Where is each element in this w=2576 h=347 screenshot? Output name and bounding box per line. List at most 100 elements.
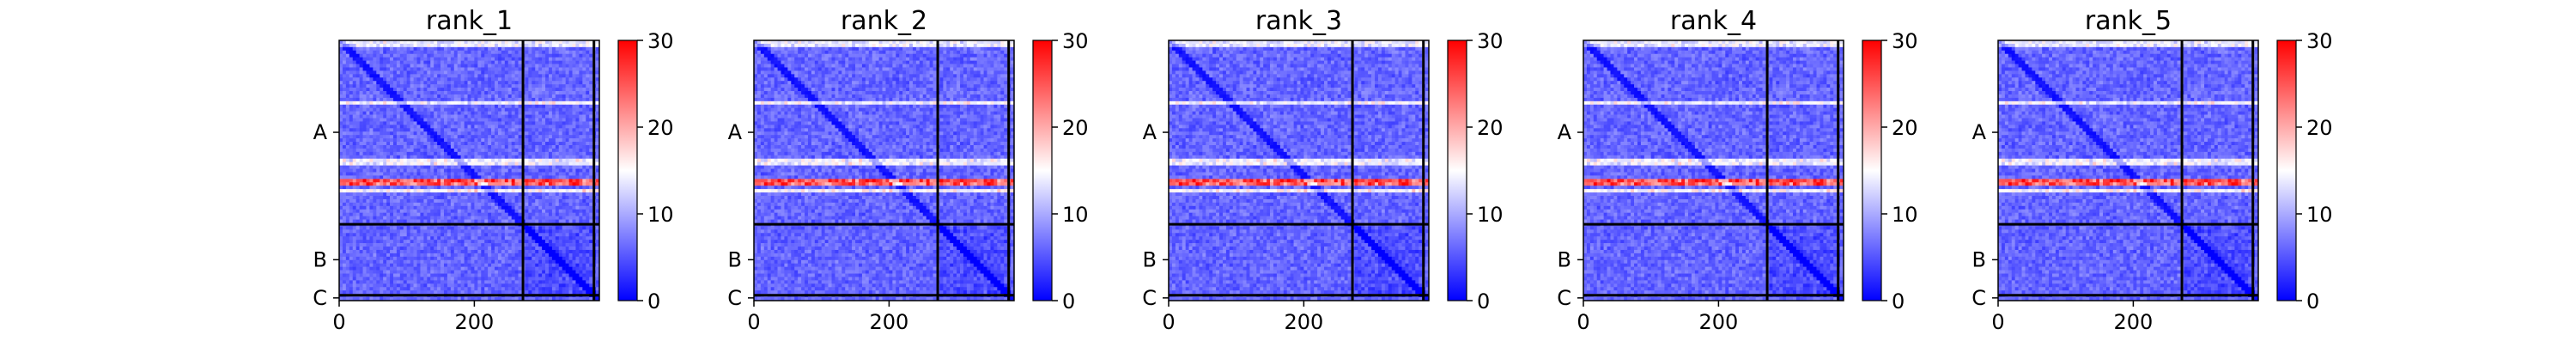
- heatmap-cell: [555, 196, 560, 200]
- heatmap-cell: [427, 209, 431, 213]
- heatmap-cell: [477, 121, 482, 125]
- heatmap-cell: [555, 70, 560, 75]
- heatmap-cell: [447, 104, 452, 109]
- heatmap-cell: [471, 192, 475, 197]
- heatmap-cell: [501, 84, 506, 88]
- heatmap-cell: [443, 172, 448, 176]
- heatmap-cell: [399, 121, 404, 125]
- heatmap-cell: [464, 46, 468, 52]
- heatmap-cell: [542, 100, 546, 106]
- heatmap-cell: [410, 256, 414, 261]
- heatmap-cell: [481, 216, 485, 220]
- heatmap-cell: [359, 155, 363, 160]
- heatmap-cell: [366, 94, 370, 99]
- heatmap-cell: [495, 104, 499, 109]
- heatmap-cell: [453, 107, 459, 112]
- heatmap-cell: [495, 229, 499, 234]
- heatmap-cell: [359, 182, 363, 186]
- heatmap-cell: [420, 229, 424, 234]
- panel-title: rank_1: [426, 6, 513, 36]
- heatmap-cell: [369, 97, 374, 102]
- heatmap-cell: [430, 196, 434, 200]
- heatmap-cell: [548, 118, 553, 122]
- heatmap-cell: [437, 88, 441, 92]
- heatmap-cell: [551, 107, 556, 112]
- heatmap-cell: [562, 125, 566, 129]
- heatmap-cell: [568, 189, 573, 193]
- heatmap-cell: [464, 256, 468, 261]
- heatmap-cell: [491, 219, 495, 223]
- heatmap-cell: [488, 131, 492, 136]
- heatmap-cell: [362, 186, 367, 190]
- heatmap-cell: [589, 131, 593, 136]
- heatmap-cell: [410, 142, 414, 146]
- heatmap-cell: [342, 202, 347, 207]
- heatmap-cell: [359, 43, 363, 48]
- heatmap-cell: [349, 118, 354, 122]
- heatmap-cell: [427, 97, 431, 102]
- heatmap-cell: [488, 74, 492, 78]
- heatmap-cell: [392, 121, 398, 125]
- heatmap-cell: [399, 186, 404, 190]
- heatmap-cell: [568, 97, 573, 102]
- heatmap-cell: [548, 256, 553, 261]
- heatmap-cell: [403, 186, 408, 190]
- heatmap-cell: [474, 88, 478, 92]
- heatmap-cell: [427, 104, 431, 109]
- heatmap-cell: [447, 196, 452, 200]
- heatmap-cell: [355, 179, 360, 183]
- heatmap-cell: [410, 236, 414, 240]
- heatmap-cell: [535, 186, 539, 190]
- heatmap-cell: [558, 189, 563, 193]
- heatmap-cell: [488, 118, 492, 122]
- heatmap-cell: [488, 114, 492, 119]
- heatmap-cell: [586, 118, 590, 122]
- heatmap-cell: [545, 138, 550, 143]
- heatmap-cell: [342, 172, 347, 176]
- heatmap-cell: [390, 165, 394, 169]
- heatmap-cell: [359, 196, 363, 200]
- heatmap-cell: [447, 138, 452, 143]
- heatmap-cell: [427, 240, 431, 244]
- heatmap-cell: [467, 111, 471, 115]
- heatmap-cell: [373, 179, 377, 183]
- heatmap-cell: [440, 107, 445, 112]
- heatmap-cell: [464, 70, 468, 75]
- heatmap-cell: [572, 158, 576, 162]
- heatmap-cell: [565, 91, 569, 95]
- heatmap-cell: [460, 253, 465, 258]
- heatmap-cell: [514, 57, 519, 61]
- heatmap-cell: [568, 135, 573, 139]
- heatmap-cell: [511, 186, 515, 190]
- heatmap-cell: [491, 111, 495, 115]
- heatmap-cell: [514, 249, 519, 254]
- heatmap-cell: [416, 198, 421, 204]
- heatmap-cell: [427, 91, 431, 95]
- heatmap-cell: [548, 43, 553, 48]
- heatmap-cell: [430, 172, 434, 176]
- heatmap-cell: [514, 70, 519, 75]
- heatmap-cell: [437, 165, 441, 169]
- heatmap-cell: [450, 64, 455, 68]
- heatmap-cell: [495, 53, 499, 58]
- heatmap-cell: [437, 91, 441, 95]
- heatmap-cell: [511, 97, 515, 102]
- heatmap-cell: [355, 77, 360, 82]
- heatmap-cell: [575, 182, 580, 186]
- heatmap-cell: [447, 88, 452, 92]
- heatmap-cell: [538, 128, 543, 132]
- heatmap-cell: [525, 142, 529, 146]
- heatmap-cell: [586, 50, 590, 55]
- heatmap-cell: [339, 43, 343, 48]
- heatmap-cell: [443, 189, 448, 193]
- heatmap-cell: [495, 158, 499, 162]
- heatmap-cell: [453, 165, 459, 169]
- heatmap-cell: [586, 233, 590, 237]
- heatmap-cell: [528, 186, 532, 190]
- heatmap-cell: [339, 172, 343, 176]
- heatmap-cell: [399, 46, 404, 52]
- heatmap-cell: [497, 233, 502, 237]
- heatmap-cell: [437, 138, 441, 143]
- heatmap-cell: [396, 148, 401, 153]
- heatmap-cell: [518, 46, 522, 52]
